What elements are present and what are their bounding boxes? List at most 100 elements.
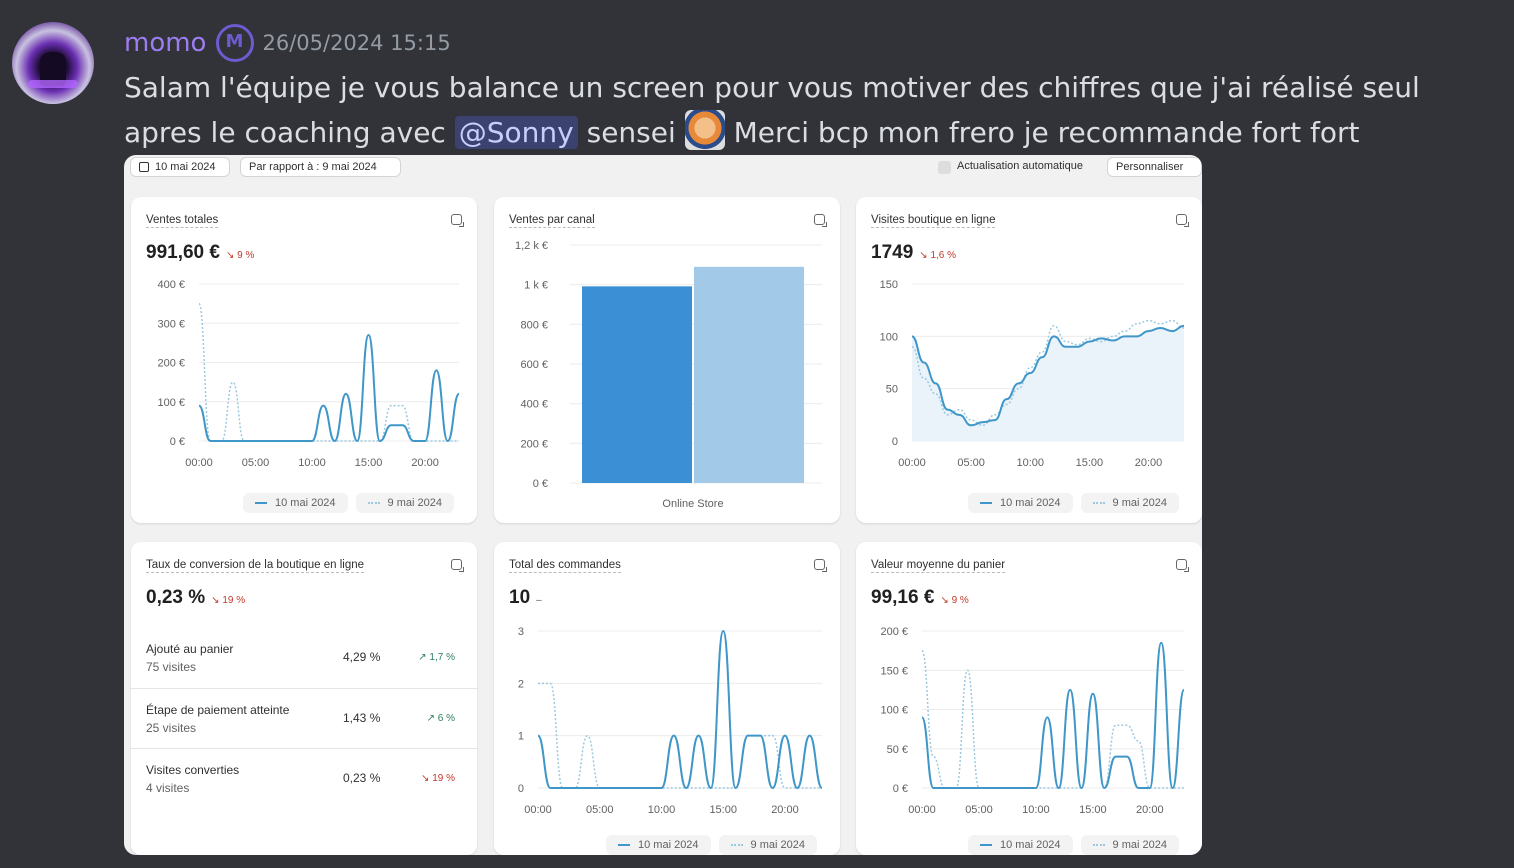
legend-previous[interactable]: 9 mai 2024 <box>355 493 454 513</box>
compare-picker[interactable]: Par rapport à : 9 mai 2024 <box>240 157 401 177</box>
guild-badge-icon[interactable]: M <box>216 24 255 62</box>
x-tick-label: 00:00 <box>185 457 213 469</box>
conversion-row: Étape de paiement atteinte 25 visites 1,… <box>131 688 477 749</box>
legend-previous[interactable]: 9 mai 2024 <box>1080 493 1179 513</box>
metric-value: 1749 <box>871 242 914 263</box>
visits-card[interactable]: Visites boutique en ligne 1749 ↘ 1,6 % 15… <box>856 197 1202 523</box>
y-tick-label: 800 € <box>520 319 548 331</box>
y-tick-label: 0 € <box>533 478 548 490</box>
auto-refresh-checkbox[interactable] <box>938 161 951 174</box>
sales-channel-card[interactable]: Ventes par canal 1,2 k € 1 k € 800 € 600 € 4… <box>494 197 840 523</box>
y-tick-label: 400 € <box>157 279 185 291</box>
report-icon[interactable] <box>1176 559 1189 572</box>
x-tick-label: 00:00 <box>908 804 936 816</box>
series-line-current <box>198 334 460 443</box>
legend-current[interactable]: 10 mai 2024 <box>606 835 711 855</box>
report-icon[interactable] <box>1176 214 1189 227</box>
report-icon[interactable] <box>451 214 464 227</box>
legend-previous[interactable]: 9 mai 2024 <box>718 835 817 855</box>
report-icon[interactable] <box>451 559 464 572</box>
card-title[interactable]: Visites boutique en ligne <box>871 214 996 228</box>
x-tick-label: 00:00 <box>524 804 552 816</box>
change-badge: – <box>536 595 542 606</box>
legend-previous[interactable]: 9 mai 2024 <box>1080 835 1179 855</box>
category-label: Online Store <box>662 498 723 510</box>
x-tick-label: 10:00 <box>648 804 676 816</box>
auto-refresh-label: Actualisation automatique <box>957 160 1083 172</box>
visits-chart: 150 100 50 000:00 05:00 10:00 15:00 20:00 <box>880 279 1185 469</box>
series-line-current <box>911 324 1185 427</box>
chart-legend: 10 mai 2024 9 mai 2024 <box>243 493 454 513</box>
x-tick-label: 10:00 <box>1016 457 1044 469</box>
card-title[interactable]: Taux de conversion de la boutique en lig… <box>146 559 365 573</box>
username[interactable]: momo <box>124 28 207 58</box>
metric-value: 0,23 % <box>146 587 206 608</box>
y-tick-label: 2 <box>518 678 524 690</box>
metric-value: 10 <box>509 587 531 608</box>
total-sales-card[interactable]: Ventes totales 991,60 € ↘ 9 % 400 € 300 € 2… <box>131 197 477 523</box>
report-icon[interactable] <box>814 214 827 227</box>
analytics-screenshot[interactable]: 10 mai 2024 Par rapport à : 9 mai 2024 A… <box>124 155 1202 855</box>
x-tick-label: 05:00 <box>242 457 270 469</box>
conversion-row: Ajouté au panier 75 visites 4,29 % ↗ 1,7… <box>146 642 455 674</box>
report-icon[interactable] <box>814 559 827 572</box>
x-tick-label: 05:00 <box>965 804 993 816</box>
y-tick-label: 1 <box>518 731 524 743</box>
orders-chart: 3 2 1 000:00 05:00 10:00 15:00 20:00 <box>518 626 823 816</box>
y-tick-label: 0 <box>892 436 898 448</box>
x-tick-label: 15:00 <box>1079 804 1107 816</box>
avg-cart-card[interactable]: Valeur moyenne du panier 99,16 € ↘ 9 % 20… <box>856 542 1202 855</box>
message-text-2: sensei <box>577 116 685 149</box>
y-tick-label: 150 <box>880 279 898 291</box>
x-tick-label: 15:00 <box>709 804 737 816</box>
conversion-card[interactable]: Taux de conversion de la boutique en lig… <box>131 542 477 855</box>
compare-label: Par rapport à : 9 mai 2024 <box>249 161 377 173</box>
chart-legend: 10 mai 2024 9 mai 2024 <box>968 835 1179 855</box>
avg-cart-chart: 200 € 150 € 100 € 50 € 0 €00:00 05:00 10:00 15:… <box>880 626 1185 816</box>
x-tick-label: 10:00 <box>298 457 326 469</box>
y-tick-label: 0 € <box>170 436 185 448</box>
series-line-previous <box>911 319 1185 427</box>
orders-card[interactable]: Total des commandes 10– 3 2 1 0 00:00 05:00 10… <box>494 542 840 855</box>
x-tick-label: 20:00 <box>771 804 799 816</box>
x-tick-label: 20:00 <box>411 457 439 469</box>
sales-channel-chart: 1,2 k € 1 k € 800 € 600 € 400 € 200 € 0 € Onlin… <box>515 240 822 510</box>
metric-value: 99,16 € <box>871 587 935 608</box>
x-tick-label: 10:00 <box>1022 804 1050 816</box>
card-title[interactable]: Ventes totales <box>146 214 219 228</box>
user-mention[interactable]: @Sonny <box>454 116 578 149</box>
card-title[interactable]: Valeur moyenne du panier <box>871 559 1006 573</box>
message-content: Salam l'équipe je vous balance un screen… <box>124 66 1454 155</box>
card-title[interactable]: Ventes par canal <box>509 214 595 228</box>
message-header: momo M 26/05/2024 15:15 <box>124 24 451 62</box>
anime-character-emoji[interactable] <box>684 110 725 150</box>
x-tick-label: 15:00 <box>1076 457 1104 469</box>
x-tick-label: 20:00 <box>1136 804 1164 816</box>
date-picker[interactable]: 10 mai 2024 <box>130 157 230 177</box>
series-area <box>912 325 1184 441</box>
user-avatar[interactable] <box>12 22 94 104</box>
y-tick-label: 150 € <box>880 665 908 677</box>
x-tick-label: 15:00 <box>355 457 383 469</box>
y-tick-label: 50 € <box>887 744 908 756</box>
y-tick-label: 1,2 k € <box>515 240 548 252</box>
customize-button[interactable]: Personnaliser <box>1107 157 1202 177</box>
legend-current[interactable]: 10 mai 2024 <box>968 493 1073 513</box>
change-badge: ↘ 1,6 % <box>919 250 957 261</box>
card-title[interactable]: Total des commandes <box>509 559 621 573</box>
series-line-current <box>537 629 823 790</box>
x-tick-label: 05:00 <box>586 804 614 816</box>
chart-legend: 10 mai 2024 9 mai 2024 <box>606 835 817 855</box>
message-text-3: Merci bcp mon frero je recommande fort f… <box>724 116 1360 149</box>
y-tick-label: 0 <box>518 783 524 795</box>
bar-previous <box>694 266 804 483</box>
y-tick-label: 0 € <box>893 783 908 795</box>
legend-current[interactable]: 10 mai 2024 <box>968 835 1073 855</box>
conversion-row: Visites converties 4 visites 0,23 % ↘ 19… <box>131 748 477 809</box>
date-label: 10 mai 2024 <box>155 161 216 173</box>
y-tick-label: 1 k € <box>524 280 548 292</box>
timestamp: 26/05/2024 15:15 <box>262 31 451 55</box>
x-tick-label: 05:00 <box>957 457 985 469</box>
change-badge: ↘ 9 % <box>940 595 969 606</box>
legend-current[interactable]: 10 mai 2024 <box>243 493 348 513</box>
